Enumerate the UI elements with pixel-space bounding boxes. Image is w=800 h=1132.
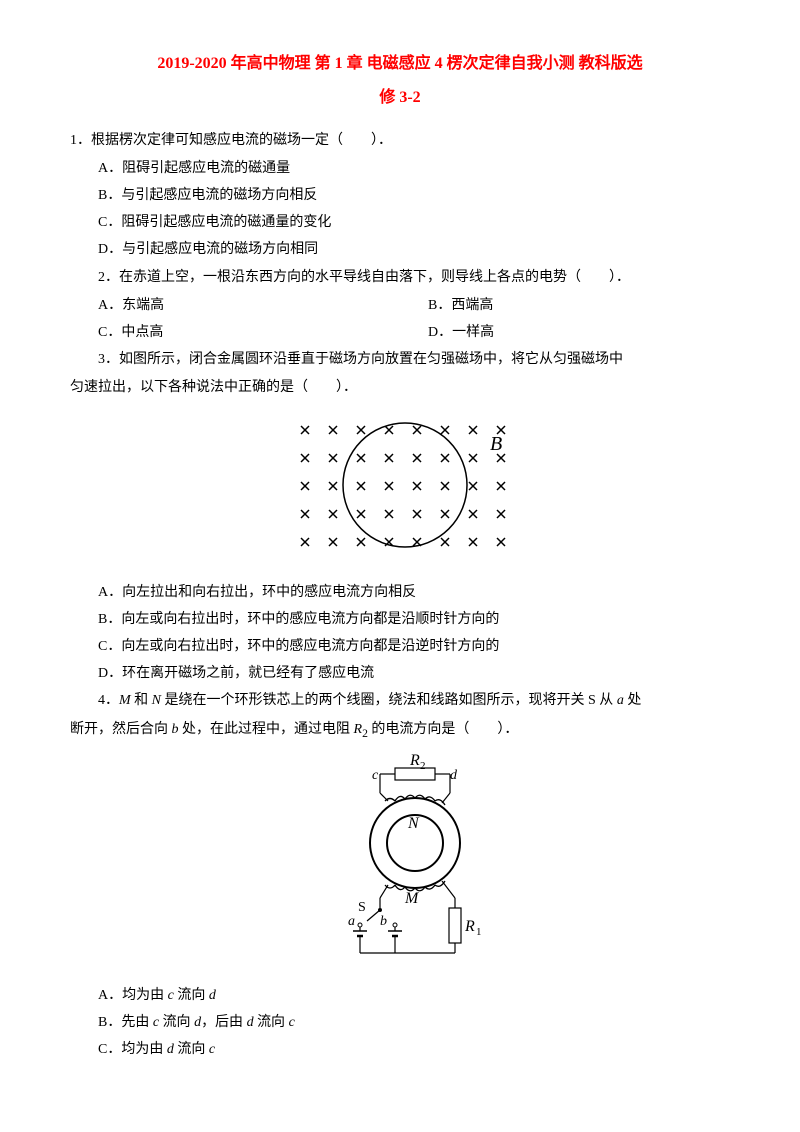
- q3-option-b: B．向左或向右拉出时，环中的感应电流方向都是沿顺时针方向的: [70, 607, 730, 632]
- q4-option-c: C．均为由 d 流向 c: [70, 1037, 730, 1062]
- svg-text:R: R: [409, 753, 420, 769]
- q4-option-b: B．先由 c 流向 d，后由 d 流向 c: [70, 1010, 730, 1035]
- exam-title: 2019-2020 年高中物理 第 1 章 电磁感应 4 楞次定律自我小测 教科…: [70, 50, 730, 79]
- svg-text:S: S: [358, 900, 366, 915]
- q2-option-b: B．西端高: [400, 293, 730, 318]
- svg-text:1: 1: [476, 926, 482, 938]
- title-text: 年高中物理 第 1 章 电磁感应 4 楞次定律自我小测 教科版选: [227, 55, 643, 72]
- svg-text:R: R: [464, 918, 475, 935]
- question-3-line2: 匀速拉出，以下各种说法中正确的是（ ）．: [70, 375, 730, 400]
- q3-option-d: D．环在离开磁场之前，就已经有了感应电流: [70, 661, 730, 686]
- q3-figure: B: [70, 410, 730, 569]
- svg-text:c: c: [372, 768, 379, 783]
- svg-text:b: b: [380, 914, 387, 929]
- label-B: B: [490, 433, 502, 455]
- q1-option-d: D．与引起感应电流的磁场方向相同: [70, 237, 730, 262]
- svg-text:d: d: [450, 768, 458, 783]
- q4-option-a: A．均为由 c 流向 d: [70, 983, 730, 1008]
- q3-option-c: C．向左或向右拉出时，环中的感应电流方向都是沿逆时针方向的: [70, 634, 730, 659]
- q2-options-row2: C．中点高 D．一样高: [70, 320, 730, 345]
- question-2: 2．在赤道上空，一根沿东西方向的水平导线自由落下，则导线上各点的电势（ ）．: [70, 265, 730, 290]
- q1-option-c: C．阻碍引起感应电流的磁通量的变化: [70, 210, 730, 235]
- q2-option-a: A．东端高: [70, 293, 400, 318]
- q4-figure: R 2 c d N M S a b: [70, 753, 730, 972]
- exam-subtitle: 修 3-2: [70, 84, 730, 113]
- svg-text:a: a: [348, 914, 355, 929]
- svg-text:N: N: [407, 815, 420, 832]
- q3-option-a: A．向左拉出和向右拉出，环中的感应电流方向相反: [70, 580, 730, 605]
- svg-text:2: 2: [420, 760, 426, 772]
- question-1: 1．根据楞次定律可知感应电流的磁场一定（ ）．: [70, 128, 730, 153]
- q1-option-a: A．阻碍引起感应电流的磁通量: [70, 156, 730, 181]
- svg-text:M: M: [404, 890, 420, 907]
- question-3-line1: 3．如图所示，闭合金属圆环沿垂直于磁场方向放置在匀强磁场中，将它从匀强磁场中: [70, 347, 730, 372]
- q2-option-c: C．中点高: [70, 320, 400, 345]
- q2-option-d: D．一样高: [400, 320, 730, 345]
- q1-option-b: B．与引起感应电流的磁场方向相反: [70, 183, 730, 208]
- q2-options-row1: A．东端高 B．西端高: [70, 293, 730, 318]
- question-4-line1: 4．M 和 N 是绕在一个环形铁芯上的两个线圈，绕法和线路如图所示，现将开关 S…: [70, 688, 730, 713]
- title-year: 2019-2020: [157, 55, 226, 72]
- question-4-line2: 断开，然后合向 b 处，在此过程中，通过电阻 R2 的电流方向是（ ）．: [70, 717, 730, 744]
